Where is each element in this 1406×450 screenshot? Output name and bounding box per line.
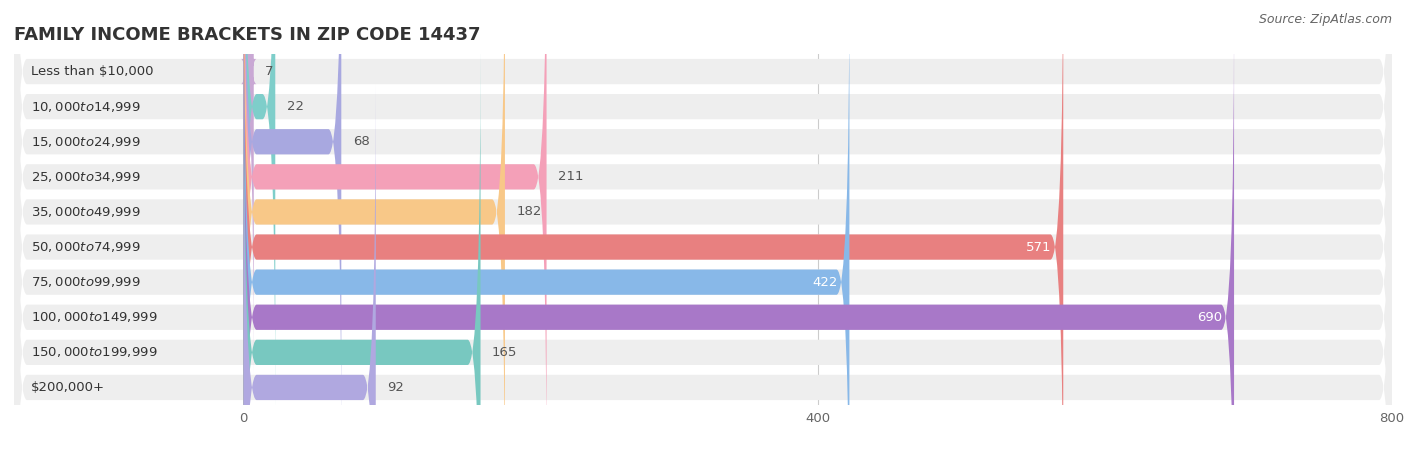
Text: $50,000 to $74,999: $50,000 to $74,999: [31, 240, 141, 254]
Text: 182: 182: [516, 206, 541, 218]
Text: 571: 571: [1026, 241, 1052, 253]
Text: 22: 22: [287, 100, 304, 113]
FancyBboxPatch shape: [243, 0, 505, 450]
FancyBboxPatch shape: [14, 0, 1392, 375]
FancyBboxPatch shape: [14, 0, 1392, 450]
Text: 211: 211: [558, 171, 583, 183]
FancyBboxPatch shape: [243, 0, 1063, 450]
Text: FAMILY INCOME BRACKETS IN ZIP CODE 14437: FAMILY INCOME BRACKETS IN ZIP CODE 14437: [14, 26, 481, 44]
FancyBboxPatch shape: [14, 84, 1392, 450]
Text: 68: 68: [353, 135, 370, 148]
Text: 165: 165: [492, 346, 517, 359]
Text: 92: 92: [387, 381, 404, 394]
Text: $25,000 to $34,999: $25,000 to $34,999: [31, 170, 141, 184]
FancyBboxPatch shape: [243, 0, 849, 450]
FancyBboxPatch shape: [243, 84, 375, 450]
FancyBboxPatch shape: [243, 0, 276, 410]
Text: $10,000 to $14,999: $10,000 to $14,999: [31, 99, 141, 114]
Text: 422: 422: [813, 276, 838, 288]
FancyBboxPatch shape: [14, 0, 1392, 410]
FancyBboxPatch shape: [14, 0, 1392, 450]
FancyBboxPatch shape: [14, 0, 1392, 450]
Text: $150,000 to $199,999: $150,000 to $199,999: [31, 345, 157, 360]
FancyBboxPatch shape: [14, 0, 1392, 445]
FancyBboxPatch shape: [14, 49, 1392, 450]
Text: $75,000 to $99,999: $75,000 to $99,999: [31, 275, 141, 289]
FancyBboxPatch shape: [243, 49, 481, 450]
Text: Less than $10,000: Less than $10,000: [31, 65, 153, 78]
Text: $100,000 to $149,999: $100,000 to $149,999: [31, 310, 157, 324]
Text: Source: ZipAtlas.com: Source: ZipAtlas.com: [1258, 14, 1392, 27]
Text: $35,000 to $49,999: $35,000 to $49,999: [31, 205, 141, 219]
Text: 7: 7: [266, 65, 274, 78]
FancyBboxPatch shape: [14, 0, 1392, 450]
Text: $15,000 to $24,999: $15,000 to $24,999: [31, 135, 141, 149]
FancyBboxPatch shape: [14, 14, 1392, 450]
Text: $200,000+: $200,000+: [31, 381, 105, 394]
FancyBboxPatch shape: [240, 0, 257, 375]
FancyBboxPatch shape: [243, 0, 342, 445]
Text: 690: 690: [1198, 311, 1223, 324]
FancyBboxPatch shape: [243, 0, 547, 450]
FancyBboxPatch shape: [243, 14, 1234, 450]
